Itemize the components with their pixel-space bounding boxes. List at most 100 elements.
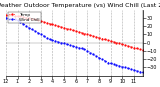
Wind Chill bbox=[133, 69, 135, 70]
Wind Chill bbox=[72, 45, 74, 46]
Temp bbox=[25, 17, 27, 18]
Temp bbox=[43, 21, 45, 22]
Wind Chill bbox=[75, 46, 77, 47]
Temp bbox=[107, 40, 109, 41]
Wind Chill bbox=[89, 52, 91, 53]
Temp bbox=[124, 45, 126, 46]
Wind Chill bbox=[49, 39, 51, 40]
Temp bbox=[52, 24, 53, 25]
Wind Chill bbox=[17, 20, 19, 21]
Wind Chill bbox=[110, 63, 112, 64]
Temp bbox=[40, 21, 42, 22]
Wind Chill bbox=[139, 71, 141, 72]
Temp bbox=[116, 42, 117, 43]
Temp bbox=[54, 25, 56, 26]
Temp bbox=[98, 37, 100, 38]
Wind Chill bbox=[81, 48, 83, 49]
Line: Wind Chill: Wind Chill bbox=[5, 17, 144, 73]
Wind Chill bbox=[69, 45, 71, 46]
Temp bbox=[31, 18, 33, 19]
Wind Chill bbox=[127, 68, 129, 69]
Wind Chill bbox=[11, 18, 13, 19]
Wind Chill bbox=[31, 29, 33, 30]
Temp bbox=[66, 28, 68, 29]
Temp bbox=[5, 15, 7, 16]
Temp bbox=[133, 47, 135, 48]
Temp bbox=[37, 20, 39, 21]
Wind Chill bbox=[25, 26, 27, 27]
Temp bbox=[14, 16, 16, 17]
Temp bbox=[57, 26, 59, 27]
Wind Chill bbox=[136, 70, 138, 71]
Temp bbox=[130, 46, 132, 47]
Temp bbox=[46, 22, 48, 23]
Legend: Temp, Wind Chill: Temp, Wind Chill bbox=[8, 12, 41, 23]
Temp bbox=[8, 15, 10, 16]
Temp bbox=[60, 26, 62, 27]
Wind Chill bbox=[63, 43, 65, 44]
Temp bbox=[69, 29, 71, 30]
Temp bbox=[81, 32, 83, 33]
Wind Chill bbox=[116, 64, 117, 66]
Temp bbox=[113, 41, 115, 42]
Wind Chill bbox=[124, 67, 126, 68]
Wind Chill bbox=[34, 31, 36, 32]
Temp bbox=[34, 19, 36, 20]
Wind Chill bbox=[14, 19, 16, 20]
Wind Chill bbox=[113, 64, 115, 65]
Temp bbox=[17, 16, 19, 17]
Wind Chill bbox=[86, 50, 88, 51]
Wind Chill bbox=[107, 62, 109, 63]
Temp bbox=[92, 35, 94, 37]
Temp bbox=[72, 30, 74, 31]
Wind Chill bbox=[22, 23, 24, 24]
Wind Chill bbox=[92, 54, 94, 55]
Temp bbox=[104, 39, 106, 40]
Wind Chill bbox=[118, 65, 120, 66]
Temp bbox=[22, 16, 24, 17]
Wind Chill bbox=[101, 59, 103, 60]
Wind Chill bbox=[104, 60, 106, 61]
Temp bbox=[20, 16, 21, 17]
Temp bbox=[63, 27, 65, 28]
Temp bbox=[121, 44, 123, 45]
Wind Chill bbox=[98, 57, 100, 58]
Wind Chill bbox=[40, 34, 42, 35]
Temp bbox=[49, 23, 51, 24]
Wind Chill bbox=[130, 69, 132, 70]
Wind Chill bbox=[142, 72, 144, 73]
Wind Chill bbox=[57, 41, 59, 42]
Temp bbox=[139, 49, 141, 50]
Temp bbox=[142, 50, 144, 51]
Wind Chill bbox=[66, 44, 68, 45]
Temp bbox=[95, 36, 97, 37]
Wind Chill bbox=[8, 18, 10, 19]
Wind Chill bbox=[54, 40, 56, 41]
Temp bbox=[127, 45, 129, 46]
Wind Chill bbox=[121, 66, 123, 67]
Wind Chill bbox=[37, 32, 39, 33]
Temp bbox=[136, 48, 138, 49]
Wind Chill bbox=[28, 27, 30, 28]
Temp bbox=[86, 34, 88, 35]
Temp bbox=[89, 35, 91, 36]
Wind Chill bbox=[95, 55, 97, 56]
Temp bbox=[75, 31, 77, 32]
Temp bbox=[28, 17, 30, 18]
Temp bbox=[101, 38, 103, 39]
Wind Chill bbox=[43, 35, 45, 37]
Temp bbox=[11, 15, 13, 16]
Temp bbox=[84, 33, 85, 34]
Wind Chill bbox=[78, 47, 80, 48]
Wind Chill bbox=[5, 17, 7, 18]
Temp bbox=[118, 43, 120, 44]
Wind Chill bbox=[84, 49, 85, 50]
Wind Chill bbox=[46, 37, 48, 38]
Title: Milwaukee Weather Outdoor Temperature (vs) Wind Chill (Last 24 Hours): Milwaukee Weather Outdoor Temperature (v… bbox=[0, 3, 160, 8]
Wind Chill bbox=[60, 42, 62, 43]
Line: Temp: Temp bbox=[5, 15, 144, 51]
Temp bbox=[78, 31, 80, 32]
Temp bbox=[110, 40, 112, 41]
Wind Chill bbox=[52, 40, 53, 41]
Wind Chill bbox=[20, 21, 21, 22]
